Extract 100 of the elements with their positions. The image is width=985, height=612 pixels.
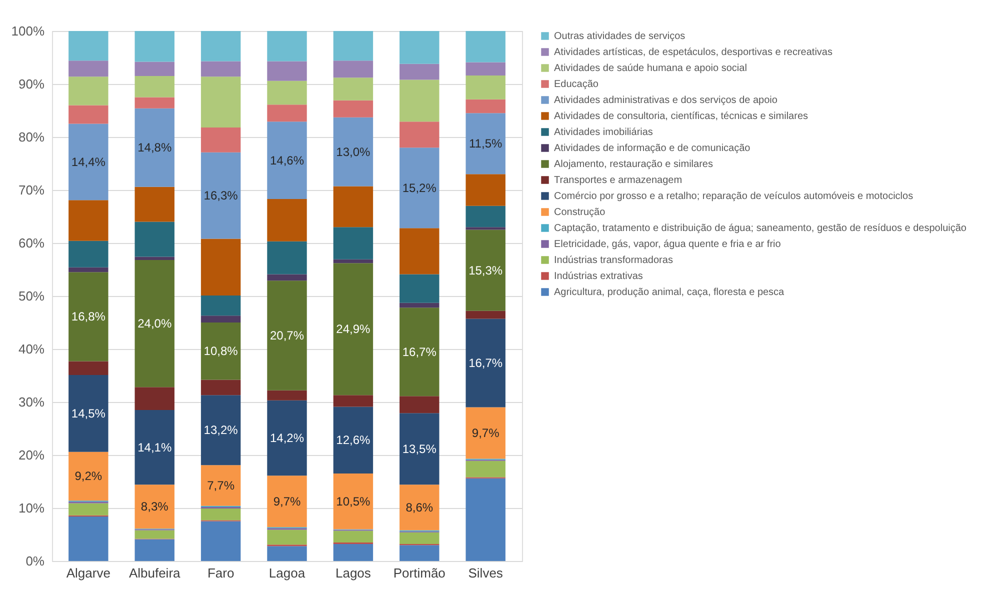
bar bbox=[134, 62, 174, 76]
bar bbox=[267, 530, 307, 545]
bar bbox=[134, 97, 174, 108]
y-tick-label: 40% bbox=[18, 342, 45, 356]
y-tick-label: 20% bbox=[18, 448, 45, 462]
bar bbox=[200, 521, 241, 561]
bar bbox=[333, 186, 374, 228]
x-tick-label: Faro bbox=[207, 566, 234, 580]
bar bbox=[466, 478, 506, 561]
bar bbox=[400, 532, 440, 544]
bar bbox=[134, 539, 174, 561]
data-label: 16,7% bbox=[468, 356, 503, 370]
data-label: 14,2% bbox=[270, 431, 304, 446]
y-tick-label: 30% bbox=[18, 394, 45, 410]
bar bbox=[333, 78, 374, 100]
data-label: 12,6% bbox=[336, 433, 371, 448]
bar bbox=[333, 544, 374, 561]
bar bbox=[200, 152, 241, 239]
data-label: 14,4% bbox=[71, 154, 106, 169]
bar bbox=[466, 460, 506, 478]
bar bbox=[134, 76, 174, 98]
data-label: 8,6% bbox=[406, 500, 434, 514]
bar bbox=[267, 390, 307, 400]
bar bbox=[200, 295, 241, 316]
bar bbox=[68, 374, 108, 452]
y-tick-label: 0% bbox=[26, 554, 45, 568]
data-label: 24,9% bbox=[336, 322, 371, 336]
bar bbox=[400, 396, 440, 414]
bar bbox=[68, 452, 108, 501]
bar bbox=[134, 256, 174, 260]
bar bbox=[68, 516, 108, 561]
legend-label: Indústrias extrativas bbox=[554, 271, 643, 282]
bar bbox=[333, 60, 374, 78]
bar bbox=[267, 280, 307, 390]
bar bbox=[333, 263, 374, 396]
x-tick-label: Algarve bbox=[66, 566, 110, 580]
bar bbox=[134, 530, 174, 539]
bar bbox=[466, 76, 506, 100]
x-tick-label: Portimão bbox=[393, 566, 446, 580]
bar bbox=[267, 400, 307, 476]
y-tick-label: 50% bbox=[18, 288, 45, 304]
bar bbox=[466, 227, 506, 230]
y-tick-label: 60% bbox=[18, 236, 45, 250]
bar bbox=[400, 228, 440, 274]
bar bbox=[68, 124, 108, 200]
bar bbox=[267, 80, 307, 105]
bar bbox=[333, 474, 374, 530]
data-label: 13,5% bbox=[402, 442, 437, 456]
bar bbox=[400, 484, 440, 530]
bar bbox=[267, 31, 307, 62]
data-label: 10,5% bbox=[336, 494, 371, 508]
bar bbox=[466, 407, 506, 459]
bar bbox=[200, 316, 241, 322]
bar bbox=[68, 272, 108, 362]
bar bbox=[68, 200, 108, 241]
legend-label: Educação bbox=[554, 79, 599, 90]
bar bbox=[134, 186, 174, 222]
bar bbox=[68, 503, 108, 516]
data-label: 10,8% bbox=[204, 344, 238, 358]
bar bbox=[466, 31, 506, 62]
bar bbox=[466, 310, 506, 319]
bar bbox=[200, 238, 241, 296]
bar bbox=[200, 31, 241, 62]
bar bbox=[68, 267, 108, 272]
data-label: 7,7% bbox=[207, 478, 235, 492]
bar bbox=[68, 76, 108, 106]
legend-label: Atividades de informação e de comunicação bbox=[554, 143, 751, 154]
y-tick-label: 80% bbox=[18, 130, 45, 144]
x-tick-label: Silves bbox=[468, 566, 504, 580]
bar bbox=[267, 274, 307, 281]
bar bbox=[68, 31, 108, 61]
bar bbox=[200, 322, 241, 380]
data-label: 9,2% bbox=[74, 469, 102, 484]
bar bbox=[200, 61, 241, 77]
bar bbox=[400, 80, 440, 122]
legend-label: Transportes e armazenagem bbox=[554, 175, 682, 186]
data-label: 9,7% bbox=[472, 426, 500, 440]
legend-label: Atividades artísticas, de espetáculos, desportivas e recreativas bbox=[554, 47, 832, 58]
y-tick-label: 70% bbox=[18, 182, 45, 198]
data-label: 11,5% bbox=[469, 136, 502, 151]
x-tick-label: Albufeira bbox=[128, 566, 182, 580]
bar bbox=[267, 241, 307, 274]
bar bbox=[134, 108, 174, 187]
bar bbox=[200, 395, 241, 466]
bar bbox=[68, 361, 108, 375]
bar bbox=[200, 380, 241, 396]
bar bbox=[267, 61, 307, 81]
bar bbox=[267, 546, 307, 561]
bar bbox=[267, 476, 307, 528]
bar bbox=[200, 508, 241, 520]
data-label: 14,1% bbox=[138, 440, 172, 454]
bar bbox=[267, 122, 307, 200]
bar bbox=[400, 122, 440, 148]
bar bbox=[466, 318, 506, 408]
bar bbox=[466, 174, 506, 206]
data-label: 16,8% bbox=[71, 310, 106, 324]
data-label: 20,7% bbox=[270, 328, 304, 342]
bar bbox=[400, 545, 440, 561]
bar bbox=[400, 31, 440, 64]
data-label: 16,7% bbox=[402, 344, 437, 359]
